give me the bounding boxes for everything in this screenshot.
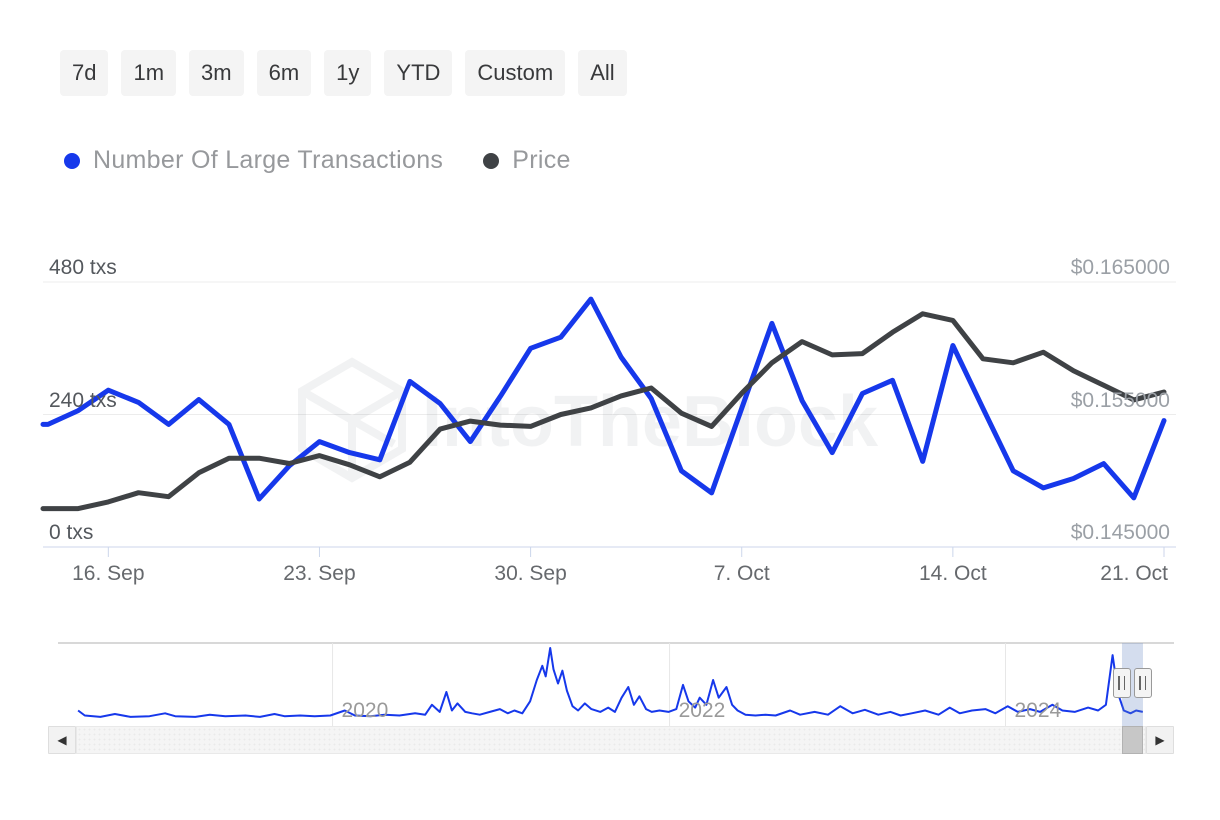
navigator-selection[interactable]	[1121, 643, 1143, 726]
scrollbar-track[interactable]	[76, 726, 1146, 754]
left-arrow-icon: ◀	[57, 733, 67, 747]
range-button-ytd[interactable]: YTD	[384, 50, 453, 96]
legend-label: Price	[512, 146, 571, 174]
x-axis-label: 21. Oct	[1100, 562, 1168, 585]
navigator-handle-left[interactable]	[1112, 668, 1131, 698]
legend: Number Of Large Transactions Price	[64, 146, 571, 175]
scrollbar-right-arrow-button[interactable]: ▶	[1146, 726, 1174, 754]
x-axis-label: 30. Sep	[494, 562, 567, 585]
range-button-all[interactable]: All	[578, 50, 627, 96]
x-axis-label: 14. Oct	[919, 562, 987, 585]
right-arrow-icon: ▶	[1155, 733, 1165, 747]
legend-item-number-of-large-transactions[interactable]: Number Of Large Transactions	[64, 146, 443, 175]
left-axis-label: 480 txs	[49, 256, 117, 279]
x-axis-label: 16. Sep	[72, 562, 145, 585]
series-line-number-of-large-transactions[interactable]	[40, 296, 1167, 502]
range-button-7d[interactable]: 7d	[60, 50, 109, 96]
range-button-1y[interactable]: 1y	[324, 50, 372, 96]
navigator-handle-right[interactable]	[1133, 668, 1152, 698]
navigator-year-label: 2024	[1014, 699, 1062, 722]
legend-marker-icon	[64, 152, 80, 169]
range-button-1m[interactable]: 1m	[121, 50, 177, 96]
range-button-3m[interactable]: 3m	[189, 50, 244, 96]
navigator-year-label: 2022	[678, 699, 726, 722]
scrollbar-left-arrow-button[interactable]: ◀	[48, 726, 76, 754]
range-selector: 7d 1m 3m 6m 1y YTD Custom All	[60, 50, 627, 96]
watermark-logo-icon	[298, 357, 406, 483]
legend-item-price[interactable]: Price	[483, 146, 570, 175]
navigator-series	[77, 647, 1144, 718]
legend-label: Number Of Large Transactions	[93, 146, 444, 174]
x-axis-label: 7. Oct	[713, 562, 770, 585]
left-axis-label: 0 txs	[49, 521, 94, 544]
right-axis-label: $0.155000	[1070, 388, 1170, 412]
range-button-6m[interactable]: 6m	[256, 50, 312, 96]
series-line-price[interactable]	[40, 311, 1167, 512]
legend-marker-icon	[483, 152, 500, 169]
right-axis-label: $0.145000	[1070, 521, 1170, 544]
x-axis-label: 23. Sep	[283, 562, 356, 585]
right-axis-label: $0.165000	[1070, 256, 1170, 279]
left-axis-label: 240 txs	[49, 388, 117, 412]
scrollbar-thumb[interactable]	[1121, 726, 1143, 754]
navigator-year-label: 2020	[341, 699, 389, 722]
range-button-custom[interactable]: Custom	[465, 50, 566, 96]
